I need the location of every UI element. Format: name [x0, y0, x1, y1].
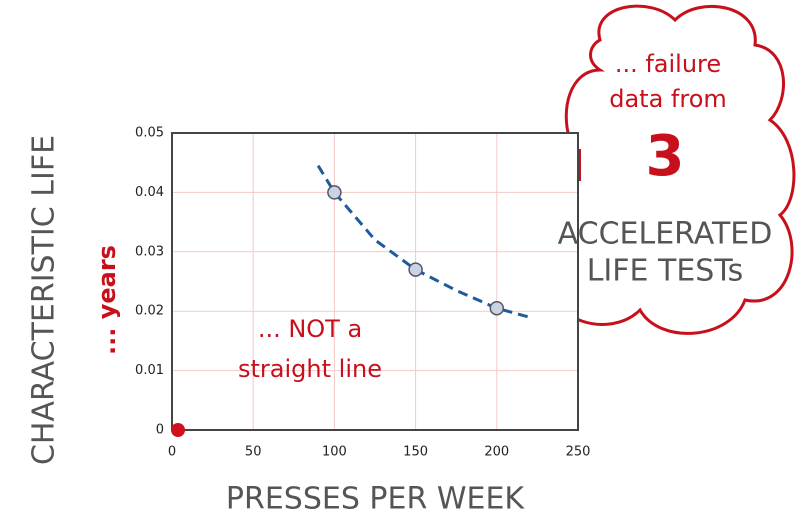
x-tick-label: 150 — [403, 445, 428, 460]
origin-point — [171, 423, 185, 437]
x-tick-label: 250 — [566, 445, 591, 460]
annotation: data from — [609, 85, 727, 113]
y-label: CHARACTERISTIC LIFE — [27, 135, 62, 465]
data-point — [408, 262, 423, 277]
y-tick-label: 0.04 — [135, 185, 164, 200]
y-tick-label: 0 — [156, 423, 164, 438]
data-point — [489, 300, 505, 316]
x-tick-label: 100 — [322, 445, 347, 460]
plot-border — [171, 132, 579, 431]
annotation: 3 — [646, 124, 685, 189]
y-tick-label: 0.03 — [135, 244, 164, 259]
x-tick-label: 0 — [168, 445, 176, 460]
y-tick-label: 0.05 — [135, 126, 164, 141]
y-tick-label: 0.02 — [135, 304, 164, 319]
plot-background — [172, 133, 578, 430]
data-point — [327, 185, 342, 200]
x-tick-label: 200 — [484, 445, 509, 460]
annotation: LIFE TESTs — [587, 254, 744, 289]
annotation: ... NOT a — [258, 315, 362, 343]
plot-area: 0 50 100 150 200 250 0 0.01 0.02 0.03 0.04 0.05 — [135, 126, 590, 460]
annotation: ... failure — [615, 50, 721, 78]
y-tick-label: 0.01 — [135, 363, 164, 378]
annotation: ACCELERATED — [558, 217, 773, 252]
y-unit: ... years — [93, 245, 121, 355]
x-tick-label: 50 — [245, 445, 262, 460]
annotation: straight line — [238, 355, 382, 383]
x-label: PRESSES PER WEEK — [226, 482, 526, 517]
